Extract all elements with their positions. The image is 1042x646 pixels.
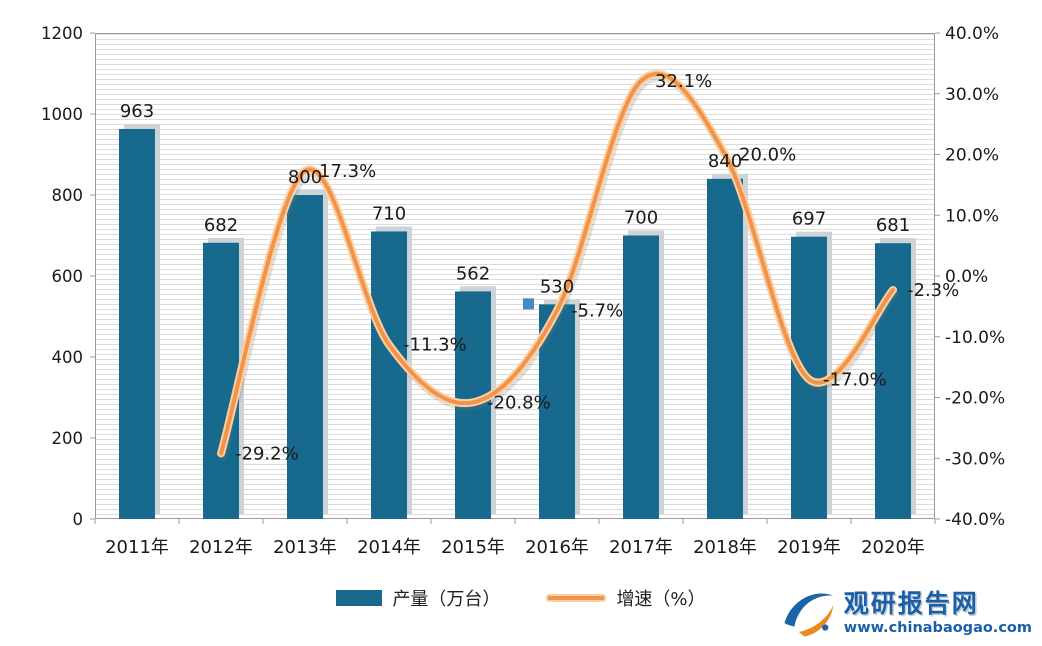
left-axis-tick-label: 400	[52, 348, 84, 367]
x-axis-label: 2020年	[861, 537, 925, 558]
right-axis-tick-label: 0.0%	[945, 267, 988, 287]
growth-value-label: -29.2%	[235, 443, 299, 464]
brand-url: www.chinabaogao.com	[843, 619, 1032, 636]
bar-value-label: 682	[204, 215, 238, 236]
bar-2018年	[707, 178, 743, 520]
right-axis-tick-label: -10.0%	[945, 328, 1005, 348]
growth-value-label: -17.0%	[823, 369, 887, 390]
right-axis-tick-label: 30.0%	[945, 85, 999, 105]
selection-handle	[523, 298, 534, 310]
growth-value-label: -2.3%	[907, 280, 959, 301]
right-axis-tick-label: -20.0%	[945, 389, 1005, 409]
bar-2017年	[623, 235, 659, 519]
right-axis-tick-label: 40.0%	[945, 24, 999, 44]
left-axis-tick-label: 800	[52, 186, 84, 205]
brand-swoosh-icon	[784, 593, 834, 637]
legend-production-swatch	[336, 590, 383, 606]
left-axis-tick-label: 200	[52, 429, 84, 448]
bar-2012年	[203, 242, 239, 520]
left-axis-tick-label: 0	[73, 510, 84, 529]
x-axis-label: 2011年	[105, 537, 169, 558]
bar-value-label: 697	[792, 209, 826, 230]
bar-2014年	[371, 231, 407, 519]
brand-name: 观研报告网	[843, 589, 979, 619]
growth-value-label: 20.0%	[739, 145, 796, 166]
bar-value-label: 840	[708, 151, 742, 172]
x-axis-label: 2018年	[693, 537, 757, 558]
chart-legend: 产量（万台） 增速（%）	[0, 585, 1042, 611]
bar-value-label: 530	[540, 276, 574, 297]
legend-production-label: 产量（万台）	[392, 589, 501, 610]
growth-value-label: -20.8%	[487, 392, 551, 413]
x-axis-label: 2019年	[777, 537, 841, 558]
growth-value-label: -11.3%	[403, 335, 467, 356]
bar-value-label: 562	[456, 263, 490, 284]
legend-item-production: 产量（万台）	[336, 585, 500, 611]
left-axis-tick-label: 1200	[41, 24, 83, 43]
legend-growth-label: 增速（%）	[616, 589, 706, 610]
x-axis-label: 2014年	[357, 537, 421, 558]
x-axis-label: 2012年	[189, 537, 253, 558]
legend-growth-swatch	[546, 594, 607, 602]
bar-value-label: 700	[624, 208, 658, 229]
growth-line	[219, 72, 895, 456]
bar-value-label: 681	[876, 215, 910, 236]
x-axis-label: 2016年	[525, 537, 589, 558]
right-axis-tick-label: -40.0%	[945, 510, 1005, 530]
bar-value-label: 963	[120, 101, 154, 122]
bar-value-label: 800	[288, 167, 322, 188]
right-axis-tick-label: 10.0%	[945, 206, 999, 226]
left-axis-tick-label: 600	[52, 267, 84, 286]
x-axis-label: 2017年	[609, 537, 673, 558]
x-axis-label: 2013年	[273, 537, 337, 558]
bar-2016年	[539, 304, 575, 519]
legend-item-growth: 增速（%）	[546, 585, 706, 611]
brand-logo: 观研报告网 www.chinabaogao.com	[779, 586, 1032, 640]
x-axis-label: 2015年	[441, 537, 505, 558]
brand-text-block: 观研报告网 www.chinabaogao.com	[844, 590, 1032, 636]
left-axis-tick-label: 1000	[41, 105, 83, 124]
growth-value-label: 17.3%	[319, 161, 376, 182]
growth-value-label: -5.7%	[571, 301, 623, 322]
bar-2011年	[119, 128, 155, 520]
right-axis-tick-label: -30.0%	[945, 449, 1005, 469]
right-axis-tick-label: 20.0%	[945, 146, 999, 166]
bar-value-label: 710	[372, 203, 406, 224]
growth-value-label: 32.1%	[655, 71, 712, 92]
bar-2013年	[287, 195, 323, 519]
